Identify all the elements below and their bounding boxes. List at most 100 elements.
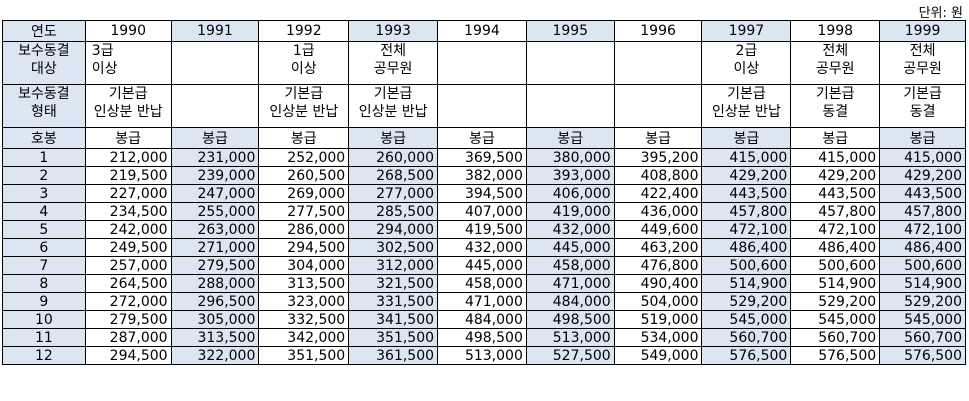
pay-cell: 369,500 — [437, 148, 527, 167]
table-body: 연도 1990 1991 1992 1993 1994 1995 1996 1997 1998 19… — [2, 20, 966, 365]
target-header-line: 대상 — [31, 61, 57, 77]
pay-cell: 288,000 — [170, 274, 260, 293]
type-line: 기본급 — [373, 86, 413, 102]
pay-header: 봉급 — [879, 127, 966, 149]
table-row: 10 279,500 305,000 332,500 341,500 484,000 498… — [2, 310, 966, 329]
pay-cell: 361,500 — [348, 346, 439, 365]
pay-cell: 415,000 — [790, 148, 881, 167]
pay-cell: 445,000 — [437, 256, 527, 275]
pay-cell: 247,000 — [170, 184, 260, 203]
year-cell: 1999 — [879, 20, 966, 42]
target-line: 전체 — [822, 43, 849, 59]
pay-cell: 429,200 — [790, 166, 881, 185]
pay-cell: 304,000 — [258, 256, 350, 275]
grade-cell: 6 — [2, 238, 86, 257]
year-cell: 1995 — [525, 20, 615, 42]
pay-cell: 432,000 — [525, 220, 615, 239]
grade-cell: 1 — [2, 148, 86, 167]
year-cell: 1990 — [84, 20, 172, 42]
target-cell — [437, 41, 527, 85]
type-line: 동결 — [909, 104, 936, 120]
pay-cell: 443,500 — [790, 184, 881, 203]
target-cell — [525, 41, 615, 85]
pay-cell: 449,600 — [613, 220, 703, 239]
target-cell — [170, 41, 260, 85]
pay-cell: 486,400 — [790, 238, 881, 257]
type-line: 동결 — [822, 104, 849, 120]
grade-cell: 12 — [2, 346, 86, 365]
pay-cell: 277,500 — [258, 202, 350, 221]
pay-cell: 231,000 — [170, 148, 260, 167]
grade-cell: 4 — [2, 202, 86, 221]
target-line: 1급 — [292, 43, 315, 59]
target-header: 보수동결 대상 — [2, 41, 86, 85]
pay-cell: 408,800 — [613, 166, 703, 185]
pay-cell: 560,700 — [701, 328, 792, 347]
pay-cell: 294,500 — [84, 346, 172, 365]
table-row: 5 242,000 263,000 286,000 294,000 419,500 432,… — [2, 220, 966, 239]
type-cell: 기본급 인상분 반납 — [258, 84, 350, 128]
year-row: 연도 1990 1991 1992 1993 1994 1995 1996 1997 1998 19… — [2, 20, 966, 42]
type-cell — [170, 84, 260, 128]
type-cell — [613, 84, 703, 128]
pay-cell: 406,000 — [525, 184, 615, 203]
type-cell: 기본급 동결 — [879, 84, 966, 128]
type-header: 보수동결 형태 — [2, 84, 86, 128]
pay-cell: 576,500 — [701, 346, 792, 365]
grade-cell: 5 — [2, 220, 86, 239]
pay-cell: 472,100 — [879, 220, 966, 239]
pay-cell: 271,000 — [170, 238, 260, 257]
target-line: 공무원 — [373, 61, 413, 77]
pay-cell: 576,500 — [790, 346, 881, 365]
pay-cell: 296,500 — [170, 292, 260, 311]
pay-cell: 419,500 — [437, 220, 527, 239]
pay-cell: 305,000 — [170, 310, 260, 329]
target-line: 이상 — [91, 61, 118, 77]
type-cell — [437, 84, 527, 128]
grade-cell: 10 — [2, 310, 86, 329]
pay-cell: 342,000 — [258, 328, 350, 347]
pay-cell: 380,000 — [525, 148, 615, 167]
target-line: 공무원 — [903, 61, 942, 77]
type-row: 보수동결 형태 기본급 인상분 반납 기본급 인상분 반납 기본급 인상분 반납 기본급 인상분 … — [2, 84, 966, 128]
pay-cell: 484,000 — [525, 292, 615, 311]
pay-cell: 272,000 — [84, 292, 172, 311]
pay-cell: 514,900 — [790, 274, 881, 293]
pay-cell: 249,500 — [84, 238, 172, 257]
year-cell: 1997 — [701, 20, 792, 42]
year-cell: 1998 — [790, 20, 881, 42]
pay-cell: 239,000 — [170, 166, 260, 185]
pay-cell: 313,500 — [258, 274, 350, 293]
pay-cell: 471,000 — [525, 274, 615, 293]
pay-cell: 498,500 — [525, 310, 615, 329]
year-cell: 1992 — [258, 20, 350, 42]
pay-cell: 279,500 — [170, 256, 260, 275]
grade-header: 호봉 — [2, 127, 86, 149]
pay-cell: 560,700 — [879, 328, 966, 347]
table-row: 2 219,500 239,000 260,500 268,500 382,000 393,… — [2, 166, 966, 185]
grade-cell: 9 — [2, 292, 86, 311]
grade-cell: 7 — [2, 256, 86, 275]
pay-cell: 264,500 — [84, 274, 172, 293]
pay-cell: 529,200 — [790, 292, 881, 311]
pay-cell: 302,500 — [348, 238, 439, 257]
pay-cell: 313,500 — [170, 328, 260, 347]
pay-cell: 457,800 — [701, 202, 792, 221]
pay-cell: 429,200 — [701, 166, 792, 185]
table-row: 12 294,500 322,000 351,500 361,500 513,000 527… — [2, 346, 966, 365]
pay-cell: 534,000 — [613, 328, 703, 347]
pay-cell: 443,500 — [879, 184, 966, 203]
pay-cell: 285,500 — [348, 202, 439, 221]
pay-cell: 514,900 — [879, 274, 966, 293]
year-cell: 1996 — [613, 20, 703, 42]
grade-cell: 11 — [2, 328, 86, 347]
target-line: 3급 — [91, 43, 114, 59]
pay-cell: 500,600 — [790, 256, 881, 275]
target-line: 전체 — [909, 43, 936, 59]
pay-cell: 394,500 — [437, 184, 527, 203]
pay-cell: 476,800 — [613, 256, 703, 275]
type-line: 인상분 반납 — [269, 104, 339, 120]
pay-cell: 519,000 — [613, 310, 703, 329]
